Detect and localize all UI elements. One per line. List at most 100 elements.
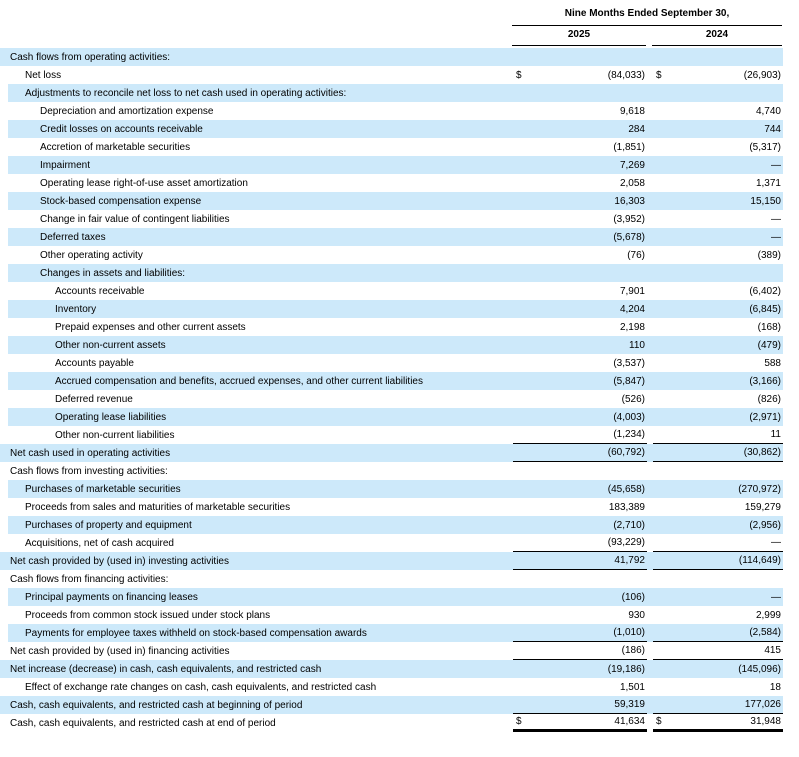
year-column-headers: 2025 2024 <box>512 26 782 46</box>
cell-2024: (30,862) <box>653 444 783 462</box>
cell-2024: (168) <box>653 318 783 336</box>
table-row: Net increase (decrease) in cash, cash eq… <box>0 660 783 678</box>
currency-symbol-2024: $ <box>656 69 662 81</box>
value-2025: (4,003) <box>613 411 645 423</box>
value-2025: (76) <box>627 249 645 261</box>
cell-2024 <box>653 462 783 480</box>
value-2024: 744 <box>764 123 781 135</box>
cell-2025: (5,847) <box>513 372 647 390</box>
table-row: Deferred revenue (526) (826) <box>0 390 783 408</box>
value-2024: (114,649) <box>738 555 781 566</box>
value-2025: 7,901 <box>619 285 645 297</box>
row-label: Cash flows from operating activities: <box>10 51 171 63</box>
value-2024: (5,317) <box>749 141 781 153</box>
currency-symbol-2025: $ <box>516 69 522 81</box>
cell-2025 <box>513 48 647 66</box>
cell-2024: 159,279 <box>653 498 783 516</box>
table-header: Nine Months Ended September 30, 2025 202… <box>512 6 782 46</box>
value-2024: — <box>771 591 781 603</box>
value-2024: (270,972) <box>738 483 781 495</box>
cell-2025: (3,952) <box>513 210 647 228</box>
row-label: Cash, cash equivalents, and restricted c… <box>10 717 276 729</box>
value-2024: 4,740 <box>755 105 781 117</box>
value-2024: (479) <box>757 339 781 351</box>
row-label: Impairment <box>40 159 91 171</box>
cell-2025: (3,537) <box>513 354 647 372</box>
cell-2025: 4,204 <box>513 300 647 318</box>
table-rows: Cash flows from operating activities: Ne… <box>0 48 783 732</box>
cell-2025: (526) <box>513 390 647 408</box>
row-label: Adjustments to reconcile net loss to net… <box>25 87 347 99</box>
cell-2025 <box>513 84 647 102</box>
row-label: Cash, cash equivalents, and restricted c… <box>10 699 303 711</box>
row-label: Accretion of marketable securities <box>40 141 191 153</box>
table-row: Impairment 7,269 — <box>0 156 783 174</box>
row-label: Net increase (decrease) in cash, cash eq… <box>10 663 322 675</box>
table-row: Depreciation and amortization expense 9,… <box>0 102 783 120</box>
cell-2025: 59,319 <box>513 696 647 714</box>
table-row: Adjustments to reconcile net loss to net… <box>0 84 783 102</box>
cell-2025: (93,229) <box>513 534 647 552</box>
cell-2024: $ (26,903) <box>653 66 783 84</box>
value-2025: 9,618 <box>619 105 645 117</box>
cell-2025: (4,003) <box>513 408 647 426</box>
table-row: Cash flows from investing activities: <box>0 462 783 480</box>
cell-2024 <box>653 570 783 588</box>
value-2024: (826) <box>757 393 781 405</box>
value-2025: (84,033) <box>607 69 645 81</box>
cell-2025: 1,501 <box>513 678 647 696</box>
value-2025: (93,229) <box>607 537 645 548</box>
value-2025: 2,198 <box>619 321 645 333</box>
cell-2025: 9,618 <box>513 102 647 120</box>
cell-2025: (106) <box>513 588 647 606</box>
value-2025: 41,792 <box>614 555 645 566</box>
cell-2025 <box>513 462 647 480</box>
value-2025: 284 <box>628 123 645 135</box>
value-2024: (168) <box>757 321 781 333</box>
table-row: Credit losses on accounts receivable 284… <box>0 120 783 138</box>
value-2025: (186) <box>621 645 645 656</box>
row-label: Cash flows from financing activities: <box>10 573 169 585</box>
row-label: Proceeds from sales and maturities of ma… <box>25 501 291 513</box>
value-2025: (60,792) <box>607 447 645 458</box>
row-label: Other operating activity <box>40 249 143 261</box>
table-row: Payments for employee taxes withheld on … <box>0 624 783 642</box>
cell-2024: — <box>653 534 783 552</box>
cell-2024: — <box>653 210 783 228</box>
row-label: Other non-current assets <box>55 339 166 351</box>
table-row: Acquisitions, net of cash acquired (93,2… <box>0 534 783 552</box>
table-row: Proceeds from sales and maturities of ma… <box>0 498 783 516</box>
value-2025: (3,537) <box>613 357 645 369</box>
cell-2025: 2,198 <box>513 318 647 336</box>
value-2025: (1,234) <box>613 429 645 440</box>
value-2025: (45,658) <box>607 483 645 495</box>
value-2025: 59,319 <box>614 699 645 710</box>
row-label: Deferred revenue <box>55 393 133 405</box>
value-2025: (19,186) <box>607 663 645 675</box>
value-2024: (30,862) <box>743 447 781 458</box>
value-2025: (5,847) <box>613 375 645 387</box>
cell-2024 <box>653 48 783 66</box>
value-2025: 41,634 <box>614 716 645 727</box>
cell-2025: 2,058 <box>513 174 647 192</box>
value-2024: (26,903) <box>743 69 781 81</box>
table-row: Accounts payable (3,537) 588 <box>0 354 783 372</box>
cell-2024: (114,649) <box>653 552 783 570</box>
row-label: Accrued compensation and benefits, accru… <box>55 375 423 387</box>
value-2025: (3,952) <box>613 213 645 225</box>
table-row: Effect of exchange rate changes on cash,… <box>0 678 783 696</box>
value-2024: 159,279 <box>744 501 781 513</box>
cell-2024: (479) <box>653 336 783 354</box>
cell-2024: (2,584) <box>653 624 783 642</box>
table-row: Accretion of marketable securities (1,85… <box>0 138 783 156</box>
table-row: Principal payments on financing leases (… <box>0 588 783 606</box>
value-2024: 415 <box>764 645 781 656</box>
table-row: Accrued compensation and benefits, accru… <box>0 372 783 390</box>
cell-2024: 2,999 <box>653 606 783 624</box>
row-label: Prepaid expenses and other current asset… <box>55 321 246 333</box>
cell-2024: (270,972) <box>653 480 783 498</box>
cell-2024: 1,371 <box>653 174 783 192</box>
row-label: Net loss <box>25 69 62 81</box>
value-2024: (6,845) <box>749 303 781 315</box>
value-2025: (2,710) <box>613 519 645 531</box>
